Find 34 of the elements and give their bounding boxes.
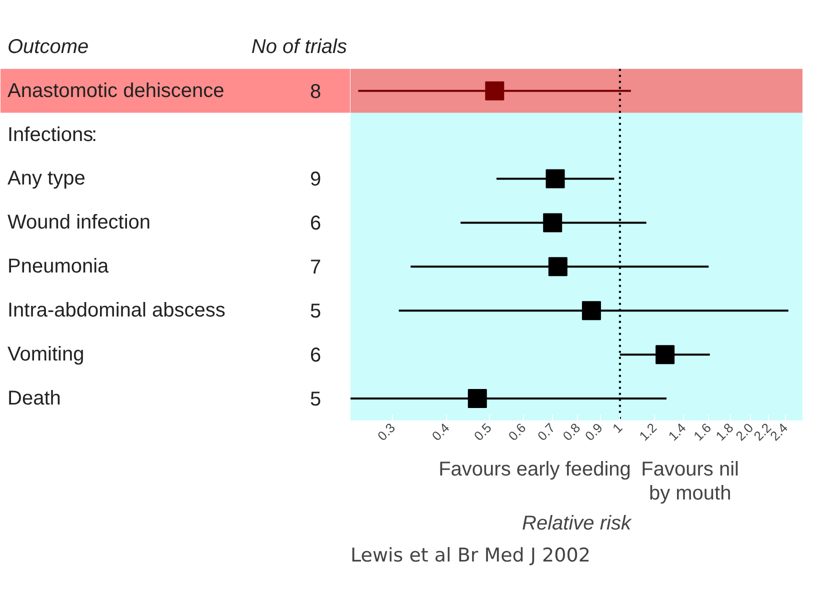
x-tick-label: 0.3 [374, 420, 398, 444]
y-tick-label: Intra-abdominal abscess [8, 300, 226, 322]
x-tick-label: 0.6 [505, 420, 529, 444]
x-tick-label: 0.8 [560, 420, 584, 444]
x-axis-title: Relative risk [522, 512, 632, 535]
y-tick-label: Vomiting [8, 344, 84, 366]
y-tick-label: Death [8, 388, 61, 410]
y-tick-label: Pneumonia [8, 256, 110, 278]
y-tick-label: Wound infection [8, 212, 151, 234]
x-tick-label: 1.6 [690, 420, 714, 444]
x-tick-label: 0.4 [428, 420, 452, 444]
x-tick-label: 1.4 [665, 420, 689, 444]
text: : [92, 124, 98, 146]
text: 5 [310, 300, 322, 323]
x-tick-label: 0.5 [470, 420, 494, 444]
text: 8 [310, 80, 322, 103]
x-tick-label: 0.9 [582, 420, 606, 444]
text: 9 [310, 168, 322, 191]
text: 6 [310, 212, 322, 235]
text: 5 [310, 388, 322, 411]
y-tick-label: Anastomotic dehiscence [8, 80, 224, 102]
text: 6 [310, 344, 322, 367]
x-tick-label: 1.8 [712, 420, 736, 444]
text: No of trials [251, 36, 348, 58]
text: Favours early feeding [438, 458, 631, 480]
text: Lewis et al Br Med J 2002 [350, 544, 590, 566]
x-tick-label: 1.2 [636, 420, 660, 444]
y-tick-label: Infections [8, 124, 94, 146]
y-tick-label: Any type [8, 168, 86, 190]
x-tick-label: 1 [610, 420, 626, 436]
text: Favours nil by mouth [641, 458, 739, 505]
y-axis-title: Outcome [8, 36, 89, 58]
x-tick-label: 0.7 [534, 420, 558, 444]
text: 7 [310, 256, 322, 279]
